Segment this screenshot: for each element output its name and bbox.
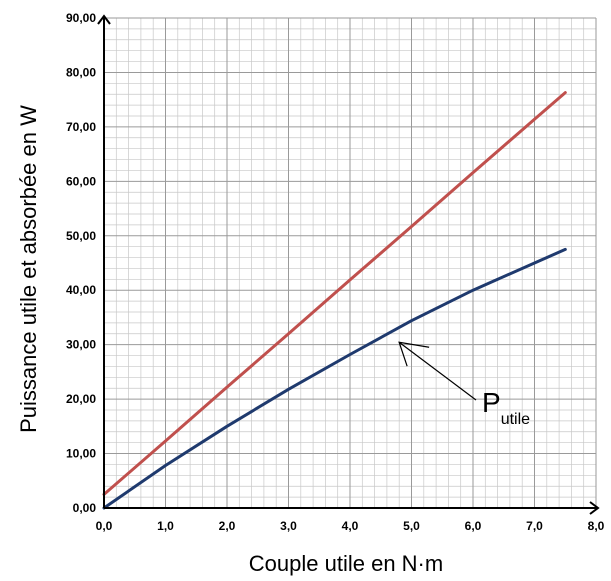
annotation-label-subscript: utile <box>501 411 530 428</box>
ticks-layer: 0,0 1,0 2,0 3,0 4,0 5,0 6,0 7,0 8,0 0,00 10,00 20,0… <box>66 11 605 533</box>
x-tick-label: 2,0 <box>219 519 236 533</box>
x-tick-label: 5,0 <box>403 519 420 533</box>
axes-layer <box>97 14 600 515</box>
y-tick-label: 80,00 <box>66 65 96 79</box>
y-tick-label: 20,00 <box>66 392 96 406</box>
y-axis-label: Puissance utile et absorbée en W <box>16 105 41 433</box>
y-tick-label: 90,00 <box>66 11 96 25</box>
y-tick-label: 0,00 <box>73 501 97 515</box>
x-tick-label: 6,0 <box>465 519 482 533</box>
series-layer <box>102 91 567 510</box>
x-axis-label: Couple utile en N·m <box>249 551 443 576</box>
grid-minor <box>104 18 596 508</box>
x-tick-label: 0,0 <box>96 519 113 533</box>
y-tick-label: 40,00 <box>66 283 96 297</box>
x-tick-label: 4,0 <box>342 519 359 533</box>
y-tick-label: 50,00 <box>66 229 96 243</box>
x-tick-label: 1,0 <box>157 519 174 533</box>
y-tick-label: 60,00 <box>66 174 96 188</box>
x-tick-label: 8,0 <box>588 519 605 533</box>
annotation-label: Putile <box>482 387 530 428</box>
y-tick-label: 10,00 <box>66 447 96 461</box>
y-tick-label: 30,00 <box>66 338 96 352</box>
annotation: Putile <box>398 341 530 428</box>
x-tick-label: 7,0 <box>526 519 543 533</box>
y-axis-arrow <box>97 14 111 25</box>
annotation-arrow-head <box>398 341 430 367</box>
x-axis-arrow <box>589 501 600 515</box>
annotation-label-main: P <box>482 387 501 418</box>
series-line-0 <box>102 91 567 496</box>
x-tick-label: 3,0 <box>280 519 297 533</box>
series-line-1 <box>102 247 567 510</box>
y-tick-label: 70,00 <box>66 120 96 134</box>
annotation-arrow-line <box>398 341 477 401</box>
